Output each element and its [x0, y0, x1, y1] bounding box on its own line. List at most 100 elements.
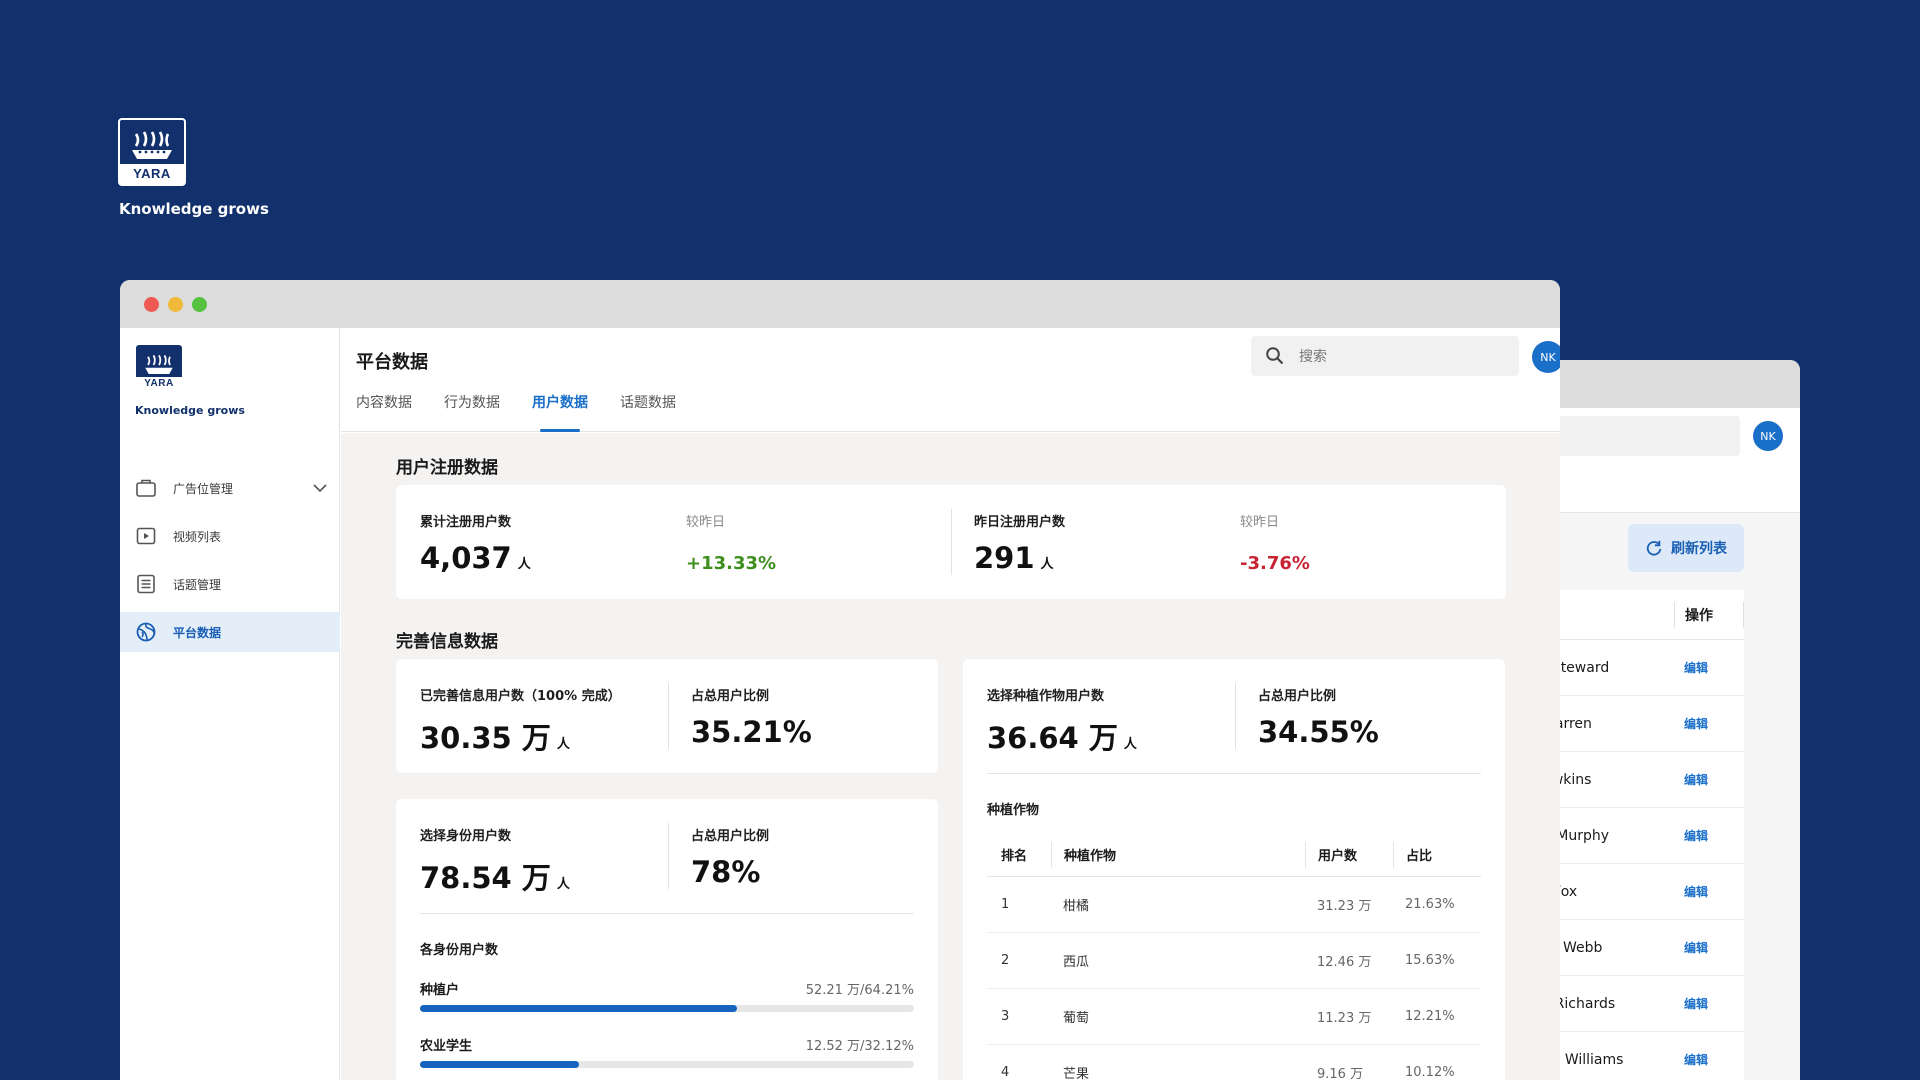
crop-users-label: 选择种植作物用户数 [987, 689, 1105, 704]
maximize-window-button[interactable] [192, 297, 207, 312]
crop-column-header: 种植作物 [1051, 841, 1305, 868]
section-title-completion: 完善信息数据 [396, 632, 498, 652]
tab-bar: 内容数据 行为数据 用户数据 话题数据 [356, 392, 676, 432]
table-row: 3 葡萄 11.23 万 12.21% [987, 989, 1481, 1045]
sidebar-item-label: 话题管理 [173, 577, 222, 592]
divider [420, 913, 914, 914]
total-users-number: 4,037 [420, 541, 512, 575]
crop-table-title: 种植作物 [987, 803, 1040, 818]
tab-topic-data[interactable]: 话题数据 [620, 395, 676, 411]
identity-ratio-value: 78% [691, 855, 761, 889]
chevron-down-icon[interactable] [310, 478, 330, 498]
complete-users-value: 30.35 万人 [420, 715, 570, 757]
crop-cell: 西瓜 [1063, 955, 1090, 970]
refresh-icon [1646, 540, 1662, 556]
content-area: 平台数据 搜索 NK 内容数据 行为数据 用户数据 话题数据 用户注册数据 累计… [341, 328, 1560, 1080]
sidebar-item-platform-data[interactable]: 平台数据 [120, 612, 340, 652]
refresh-list-button[interactable]: 刷新列表 [1628, 524, 1744, 572]
edit-link[interactable]: 编辑 [1684, 829, 1709, 843]
edit-link[interactable]: 编辑 [1684, 717, 1709, 731]
total-change-value: +13.33% [686, 553, 777, 574]
yesterday-users-value: 291 人 [974, 541, 1054, 575]
unit-label: 人 [556, 877, 570, 892]
search-input[interactable]: 搜索 [1251, 336, 1519, 376]
identity-bar-label: 农业学生 [420, 1039, 473, 1054]
sidebar-item-topic-management[interactable]: 话题管理 [120, 564, 340, 604]
sidebar-logo[interactable]: YARA [135, 344, 183, 392]
pct-cell: 10.12% [1405, 1065, 1455, 1080]
users-cell: 9.16 万 [1317, 1067, 1364, 1080]
crop-cell: 柑橘 [1063, 899, 1090, 914]
users-cell: 31.23 万 [1317, 899, 1372, 914]
tab-behavior-data[interactable]: 行为数据 [444, 395, 500, 411]
edit-link[interactable]: 编辑 [1684, 885, 1709, 899]
pct-column-header: 占比 [1393, 841, 1481, 868]
pct-cell: 21.63% [1405, 897, 1455, 912]
rank-cell: 3 [1001, 1009, 1010, 1024]
table-row: 4 芒果 9.16 万 10.12% [987, 1045, 1481, 1080]
unit-label: 人 [1123, 737, 1137, 752]
refresh-label: 刷新列表 [1671, 541, 1727, 557]
complete-info-card: 已完善信息用户数（100% 完成） 30.35 万人 占总用户比例 35.21% [396, 659, 938, 773]
tab-content-data[interactable]: 内容数据 [356, 395, 412, 411]
back-avatar[interactable]: NK [1753, 421, 1783, 451]
identity-bar-value: 12.52 万/32.12% [805, 1039, 914, 1054]
rank-cell: 1 [1001, 897, 1010, 912]
rank-column-header: 排名 [1001, 849, 1028, 864]
edit-link[interactable]: 编辑 [1684, 941, 1709, 955]
divider [987, 773, 1481, 774]
divider [1235, 683, 1236, 749]
rank-cell: 2 [1001, 953, 1010, 968]
edit-link[interactable]: 编辑 [1684, 1053, 1709, 1067]
yesterday-change-value: -3.76% [1240, 553, 1310, 574]
video-icon [136, 527, 156, 545]
users-cell: 12.46 万 [1317, 955, 1372, 970]
edit-link[interactable]: 编辑 [1684, 773, 1709, 787]
identity-breakdown-title: 各身份用户数 [420, 943, 499, 958]
unit-label: 人 [1040, 557, 1054, 572]
identity-users-number: 78.54 万 [420, 861, 551, 895]
table-row: 2 西瓜 12.46 万 15.63% [987, 933, 1481, 989]
logo-wordmark: YARA [120, 164, 184, 184]
table-header: 操作 [1520, 590, 1744, 640]
viking-ship-icon [145, 354, 173, 374]
topic-list-icon [137, 574, 155, 594]
registration-card: 累计注册用户数 4,037 人 较昨日 +13.33% 昨日注册用户数 291 人 … [396, 485, 1506, 599]
edit-link[interactable]: 编辑 [1684, 661, 1709, 675]
progress-fill [420, 1061, 579, 1068]
divider [668, 823, 669, 889]
brand-logo: YARA [118, 118, 186, 186]
yesterday-users-label: 昨日注册用户数 [974, 515, 1066, 530]
edit-link[interactable]: 编辑 [1684, 997, 1709, 1011]
crop-users-value: 36.64 万人 [987, 715, 1137, 757]
crop-cell: 芒果 [1063, 1067, 1090, 1080]
avatar[interactable]: NK [1532, 341, 1560, 373]
divider [668, 683, 669, 749]
unit-label: 人 [517, 557, 531, 572]
logo-wordmark: YARA [136, 377, 182, 391]
search-placeholder: 搜索 [1299, 349, 1327, 365]
crop-cell: 葡萄 [1063, 1011, 1090, 1026]
briefcase-icon [136, 479, 156, 497]
divider [951, 509, 952, 575]
back-window-titlebar [1520, 360, 1800, 408]
identity-bar-value: 52.21 万/64.21% [805, 983, 914, 998]
table-header: 排名 种植作物 用户数 占比 [987, 833, 1481, 877]
globe-icon [136, 622, 156, 642]
sidebar-item-video-list[interactable]: 视频列表 [120, 516, 340, 556]
sidebar-item-ad-management[interactable]: 广告位管理 [120, 468, 340, 508]
page-title: 平台数据 [356, 352, 428, 373]
close-window-button[interactable] [144, 297, 159, 312]
sidebar-tagline: Knowledge grows [135, 404, 245, 417]
tab-user-data[interactable]: 用户数据 [532, 392, 588, 432]
identity-card: 选择身份用户数 78.54 万人 占总用户比例 78% 各身份用户数 种植户 5… [396, 799, 938, 1080]
identity-users-value: 78.54 万人 [420, 855, 570, 897]
ratio-label: 占总用户比例 [691, 829, 770, 844]
minimize-window-button[interactable] [168, 297, 183, 312]
pct-cell: 15.63% [1405, 953, 1455, 968]
top-bar: 平台数据 搜索 NK 内容数据 行为数据 用户数据 话题数据 [341, 328, 1560, 432]
pct-cell: 12.21% [1405, 1009, 1455, 1024]
users-cell: 11.23 万 [1317, 1011, 1372, 1026]
sidebar-item-label: 视频列表 [173, 529, 222, 544]
